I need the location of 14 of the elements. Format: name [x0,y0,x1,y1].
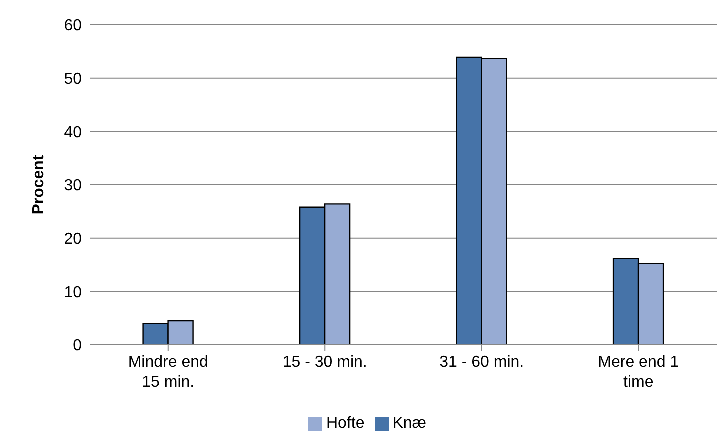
x-tick-label: 15 - 30 min. [282,354,368,371]
y-tick-label: 40 [64,124,82,142]
y-tick-label: 20 [64,231,82,248]
x-tick-label: Mindre end 15 min. [128,354,208,391]
y-tick-label: 30 [64,178,82,195]
y-tick-label: 60 [64,18,82,35]
y-tick-label: 0 [73,338,82,355]
legend-label: Hofte [326,415,365,432]
y-tick-label: 10 [64,284,82,302]
legend-label: Knæ [392,415,427,432]
x-tick-label: Mere end 1 time [598,354,680,391]
x-tick-label: 31 - 60 min. [440,354,524,371]
y-axis-title: Procent [30,154,48,215]
y-tick-label: 50 [64,71,82,88]
